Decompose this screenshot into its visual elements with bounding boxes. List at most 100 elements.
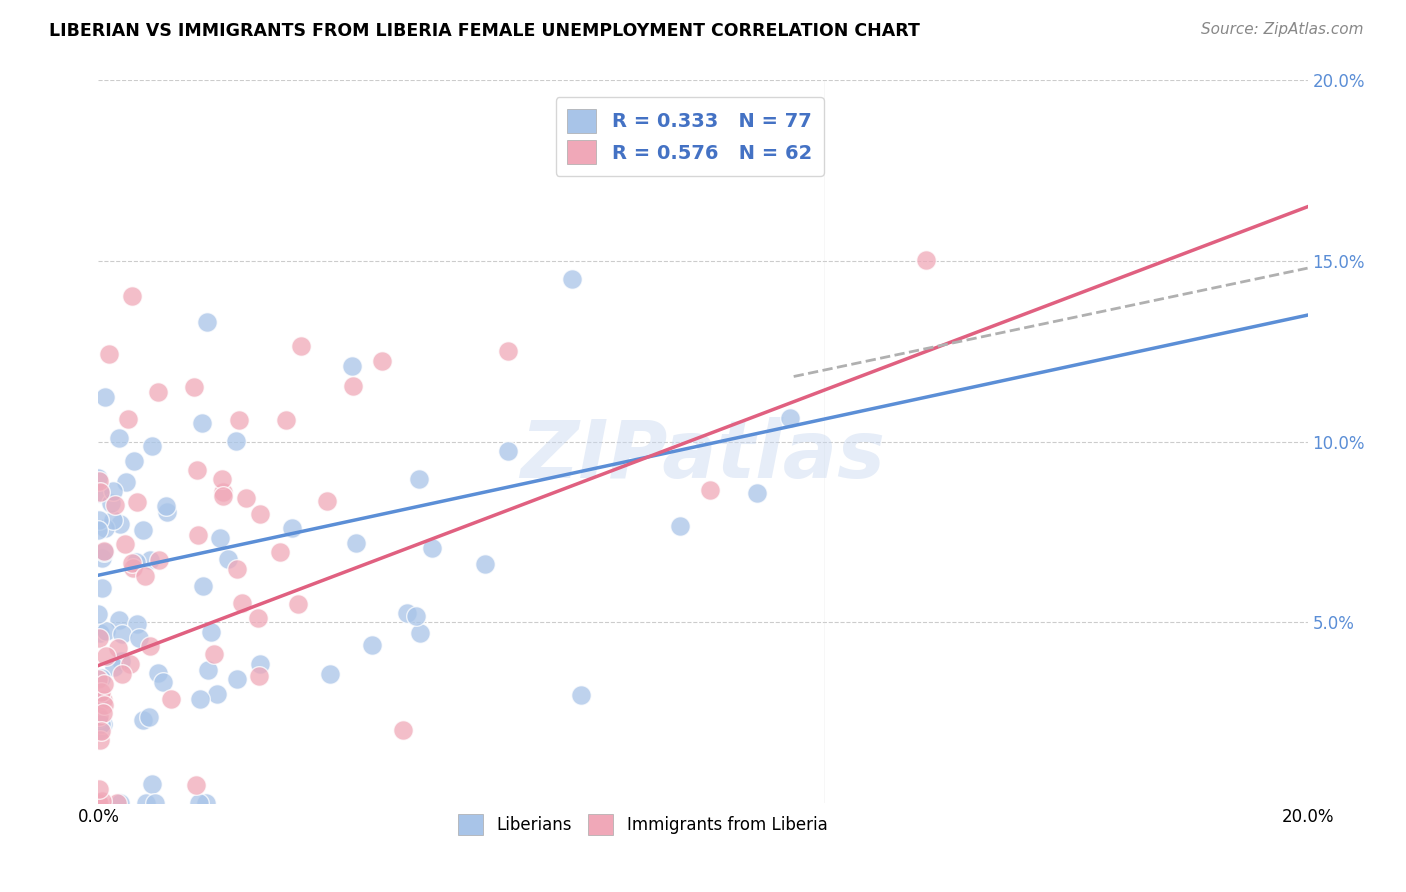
Point (342, 379, 364, 393)
Point (561, 272, 583, 286)
Point (101, 484, 124, 499)
Point (340, 359, 363, 373)
Point (156, 505, 179, 519)
Point (187, 528, 209, 542)
Point (420, 541, 443, 555)
Point (110, 654, 132, 668)
Point (668, 518, 690, 533)
Point (287, 597, 309, 611)
Point (148, 553, 170, 567)
Point (87, 711, 110, 725)
Point (87, 796, 110, 810)
Point (274, 413, 297, 427)
Point (90, 685, 112, 699)
Point (197, 663, 219, 677)
Point (87, 523, 110, 537)
Point (87, 796, 110, 810)
Point (315, 494, 337, 508)
Point (107, 431, 129, 445)
Point (269, 545, 291, 559)
Point (138, 709, 160, 723)
Point (225, 434, 247, 448)
Point (409, 625, 432, 640)
Point (90, 794, 112, 808)
Text: ZIPatlas: ZIPatlas (520, 417, 886, 495)
Point (225, 672, 247, 686)
Point (132, 523, 155, 537)
Point (132, 713, 155, 727)
Point (392, 723, 415, 737)
Point (122, 560, 145, 574)
Point (246, 611, 269, 625)
Point (91, 692, 114, 706)
Point (93, 390, 115, 404)
Point (111, 627, 134, 641)
Point (96, 648, 118, 663)
Point (87, 796, 110, 810)
Point (183, 380, 205, 394)
Point (89, 708, 111, 723)
Point (93, 698, 115, 712)
Point (91, 582, 114, 596)
Point (914, 253, 936, 268)
Point (139, 553, 162, 567)
Point (281, 521, 304, 535)
Point (745, 486, 768, 500)
Point (186, 463, 208, 477)
Point (205, 687, 228, 701)
Point (93, 544, 115, 558)
Point (89, 732, 111, 747)
Point (90, 716, 112, 731)
Point (249, 657, 271, 671)
Point (188, 691, 211, 706)
Point (107, 640, 129, 655)
Point (569, 689, 592, 703)
Point (105, 796, 128, 810)
Point (100, 496, 122, 510)
Point (361, 638, 384, 652)
Point (152, 675, 174, 690)
Point (371, 354, 394, 368)
Point (87, 693, 110, 707)
Point (125, 555, 148, 569)
Point (247, 669, 270, 683)
Point (89, 486, 111, 500)
Point (146, 666, 169, 681)
Point (87, 672, 110, 686)
Point (87, 471, 110, 485)
Point (211, 472, 233, 486)
Point (89, 625, 111, 640)
Point (103, 512, 125, 526)
Point (93, 676, 115, 690)
Point (190, 417, 212, 431)
Point (89, 632, 111, 646)
Point (228, 412, 250, 426)
Point (94, 521, 117, 535)
Point (91, 717, 114, 731)
Point (184, 778, 207, 792)
Point (87, 474, 110, 488)
Point (108, 796, 131, 810)
Point (212, 489, 235, 503)
Point (93, 545, 115, 559)
Point (496, 344, 519, 359)
Point (208, 532, 231, 546)
Point (104, 498, 127, 512)
Point (121, 556, 143, 570)
Point (89, 723, 111, 737)
Point (191, 579, 214, 593)
Point (231, 596, 253, 610)
Point (89, 513, 111, 527)
Point (90, 671, 112, 685)
Point (319, 666, 342, 681)
Point (160, 692, 183, 706)
Point (120, 657, 142, 671)
Point (143, 796, 166, 810)
Point (155, 500, 177, 514)
Point (699, 483, 721, 498)
Point (395, 606, 418, 620)
Point (87, 695, 110, 709)
Point (290, 339, 312, 353)
Text: Source: ZipAtlas.com: Source: ZipAtlas.com (1201, 22, 1364, 37)
Point (117, 411, 139, 425)
